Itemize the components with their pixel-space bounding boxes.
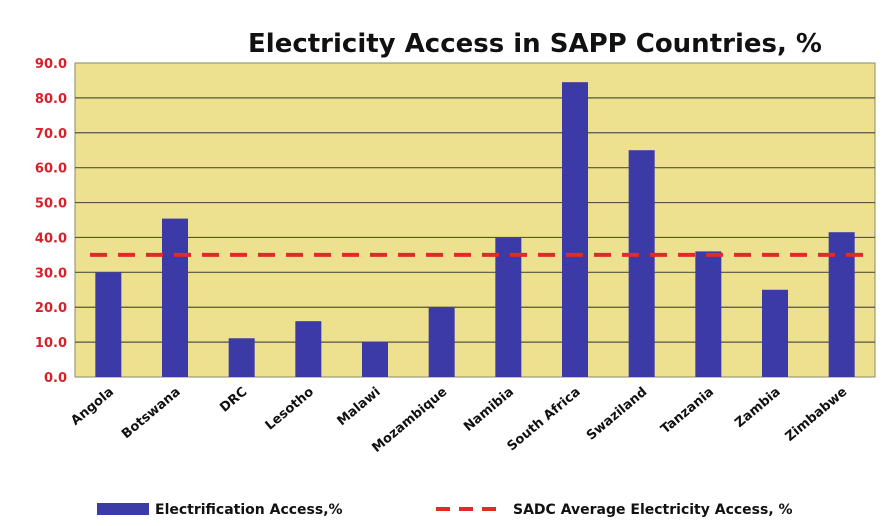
x-tick-label: Lesotho xyxy=(263,385,317,434)
bar xyxy=(495,237,522,377)
bar xyxy=(362,342,388,377)
chart-title: Electricity Access in SAPP Countries, % xyxy=(248,29,822,59)
x-tick-label: Botswana xyxy=(119,385,183,443)
x-tick-label: Swaziland xyxy=(584,385,650,444)
x-axis-ticks: Angola Botswana DRC Lesotho MalawiMozambique… xyxy=(68,384,850,455)
y-tick-label: 0.0 xyxy=(44,371,67,386)
x-tick-label: DRC xyxy=(217,385,250,416)
x-tick-label: Zimbabwe xyxy=(783,384,851,444)
bar xyxy=(428,307,455,377)
y-tick-label: 90.0 xyxy=(35,57,67,72)
bar xyxy=(695,251,722,377)
bar xyxy=(162,218,188,377)
y-tick-label: 70.0 xyxy=(35,127,67,142)
y-tick-label: 80.0 xyxy=(35,92,67,107)
bar xyxy=(295,321,322,377)
x-tick-label: Malawi xyxy=(335,385,384,430)
y-tick-label: 10.0 xyxy=(35,336,67,351)
legend: Electrification Access,% SADC Average El… xyxy=(97,502,793,518)
x-tick-label: South Africa xyxy=(505,385,584,455)
bar xyxy=(95,272,122,377)
bars xyxy=(95,82,855,377)
bar xyxy=(762,289,788,377)
y-tick-label: 30.0 xyxy=(35,266,67,281)
x-tick-label: Tanzania xyxy=(658,385,717,438)
plot-area xyxy=(74,62,876,378)
y-tick-label: 50.0 xyxy=(35,197,67,212)
legend-label-average: SADC Average Electricity Access, % xyxy=(513,502,793,518)
y-tick-label: 40.0 xyxy=(35,231,67,246)
legend-swatch-bar xyxy=(97,503,149,515)
y-tick-label: 60.0 xyxy=(35,162,67,177)
y-tick-label: 20.0 xyxy=(35,301,67,316)
x-tick-label: Angola xyxy=(68,385,117,429)
legend-label-electrification: Electrification Access,% xyxy=(155,502,343,518)
bar xyxy=(228,338,255,377)
bar xyxy=(628,150,655,377)
x-tick-label: Zambia xyxy=(732,385,783,431)
x-tick-label: Namibia xyxy=(461,385,517,435)
gridlines xyxy=(75,97,875,343)
y-axis-ticks: 0.0 10.0 20.0 30.0 40.0 50.0 60.0 70.0 80.0 90.0 xyxy=(35,57,67,386)
bar xyxy=(562,82,588,377)
